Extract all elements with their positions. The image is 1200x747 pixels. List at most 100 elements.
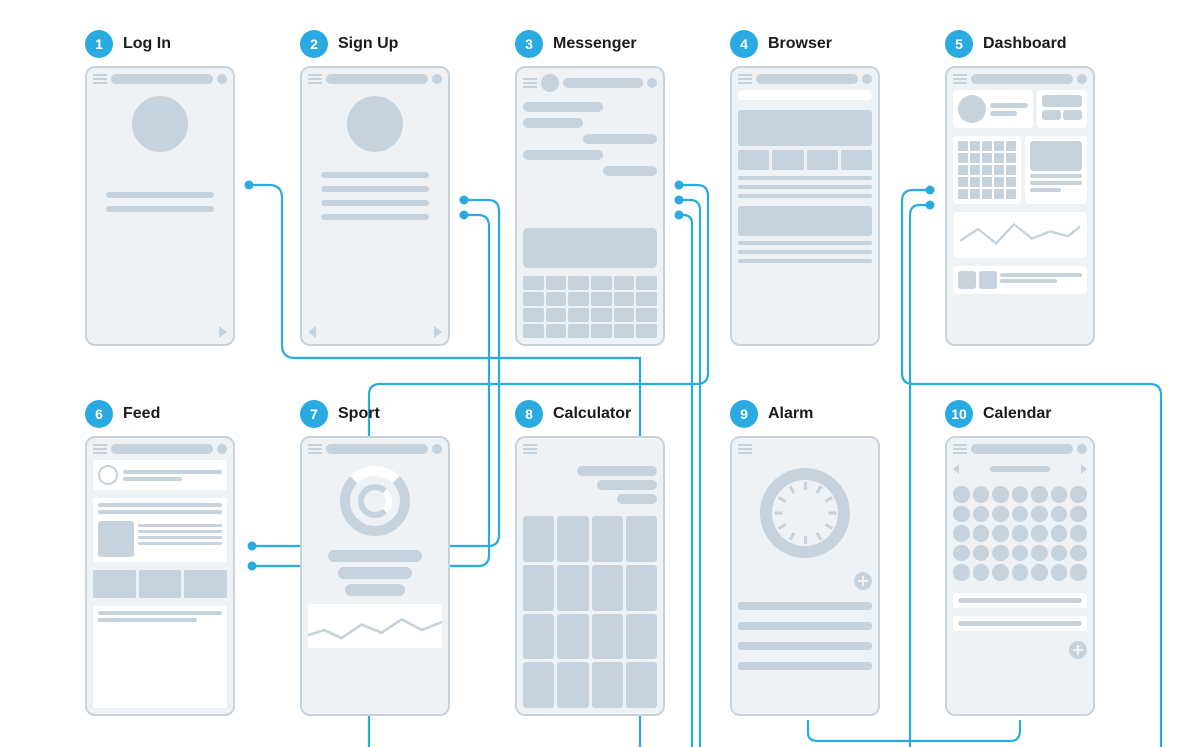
- progress-ring: [340, 466, 410, 536]
- screen-title: Sign Up: [338, 35, 398, 53]
- msg-incoming: [523, 102, 603, 112]
- text-line: [738, 176, 872, 180]
- screen-title: Sport: [338, 405, 380, 423]
- hero-image: [738, 110, 872, 146]
- month-nav: [953, 464, 1087, 474]
- weather-icon: [98, 465, 118, 485]
- avatar-placeholder: [347, 96, 403, 152]
- stat-pill: [338, 567, 412, 579]
- thumb: [98, 521, 134, 557]
- menu-icon: [93, 74, 107, 76]
- add-icon: [854, 572, 872, 590]
- text-line: [738, 185, 872, 189]
- title-bar: [326, 74, 428, 84]
- screen-feed: 6 Feed: [85, 400, 235, 716]
- alarm-row: [738, 642, 872, 650]
- feed-card: [93, 498, 227, 562]
- screen-title: Calculator: [553, 405, 631, 423]
- action-dot: [1077, 444, 1087, 454]
- phone-frame: [85, 66, 235, 346]
- spark-chart: [953, 212, 1087, 258]
- screen-number-badge: 5: [945, 30, 973, 58]
- title-bar: [971, 74, 1073, 84]
- screen-title: Log In: [123, 35, 171, 53]
- screen-sport: 7 Sport: [300, 400, 450, 716]
- screen-number-badge: 2: [300, 30, 328, 58]
- feed-card: [93, 606, 227, 708]
- action-dot: [217, 74, 227, 84]
- title-bar: [326, 444, 428, 454]
- prev-icon: [953, 464, 959, 474]
- msg-incoming: [523, 150, 603, 160]
- next-icon: [1081, 464, 1087, 474]
- field: [321, 172, 428, 178]
- field: [321, 200, 428, 206]
- screen-messenger: 3 Messenger: [515, 30, 665, 346]
- alarm-row: [738, 602, 872, 610]
- screen-number-badge: 7: [300, 400, 328, 428]
- phone-frame: [85, 436, 235, 716]
- phone-frame: [515, 66, 665, 346]
- screen-calendar: 10 Calendar: [945, 400, 1095, 716]
- avatar: [541, 74, 559, 92]
- phone-frame: [730, 436, 880, 716]
- screen-browser: 4 Browser: [730, 30, 880, 346]
- mini-calendar: [953, 136, 1021, 204]
- screen-title: Feed: [123, 405, 160, 423]
- phone-frame: [300, 436, 450, 716]
- feed-card: [93, 460, 227, 490]
- menu-icon: [308, 444, 322, 446]
- back-icon: [308, 326, 316, 338]
- menu-icon: [953, 444, 967, 446]
- phone-frame: [945, 66, 1095, 346]
- screen-number-badge: 4: [730, 30, 758, 58]
- menu-icon: [523, 78, 537, 80]
- menu-icon: [738, 444, 752, 446]
- display: [523, 466, 657, 504]
- phone-frame: [730, 66, 880, 346]
- stat-card: [1037, 90, 1087, 128]
- next-icon: [434, 326, 442, 338]
- content-image: [738, 206, 872, 236]
- screen-title: Alarm: [768, 405, 813, 423]
- field: [321, 186, 428, 192]
- footer-row: [953, 266, 1087, 294]
- msg-outgoing: [603, 166, 657, 176]
- day-grid: [953, 486, 1087, 581]
- event-row: [953, 616, 1087, 631]
- wireframe-sitemap: 1 Log In 2 Sign Up: [0, 0, 1200, 747]
- title-bar: [111, 74, 213, 84]
- screen-dashboard: 5 Dashboard: [945, 30, 1095, 346]
- phone-frame: [945, 436, 1095, 716]
- field: [106, 206, 213, 212]
- alarm-row: [738, 662, 872, 670]
- stat-pill: [345, 584, 405, 596]
- action-dot: [217, 444, 227, 454]
- screen-alarm: 9 Alarm: [730, 400, 880, 716]
- menu-icon: [308, 74, 322, 76]
- field: [106, 192, 213, 198]
- avatar-placeholder: [132, 96, 188, 152]
- screen-title: Dashboard: [983, 35, 1067, 53]
- action-dot: [432, 74, 442, 84]
- screen-number-badge: 1: [85, 30, 113, 58]
- clock-face: [760, 468, 850, 558]
- title-bar: [111, 444, 213, 454]
- screen-number-badge: 10: [945, 400, 973, 428]
- text-line: [738, 194, 872, 198]
- screen-calculator: 8 Calculator: [515, 400, 665, 716]
- action-dot: [862, 74, 872, 84]
- title-bar: [971, 444, 1073, 454]
- screen-login: 1 Log In: [85, 30, 235, 346]
- title-bar: [563, 78, 643, 88]
- phone-frame: [300, 66, 450, 346]
- text-line: [738, 241, 872, 245]
- screen-title: Messenger: [553, 35, 637, 53]
- thumb-row: [738, 150, 872, 170]
- screen-title: Browser: [768, 35, 832, 53]
- keyboard: [523, 276, 657, 338]
- screen-signup: 2 Sign Up: [300, 30, 450, 346]
- add-icon: [1069, 641, 1087, 659]
- phone-frame: [515, 436, 665, 716]
- url-bar: [738, 90, 872, 100]
